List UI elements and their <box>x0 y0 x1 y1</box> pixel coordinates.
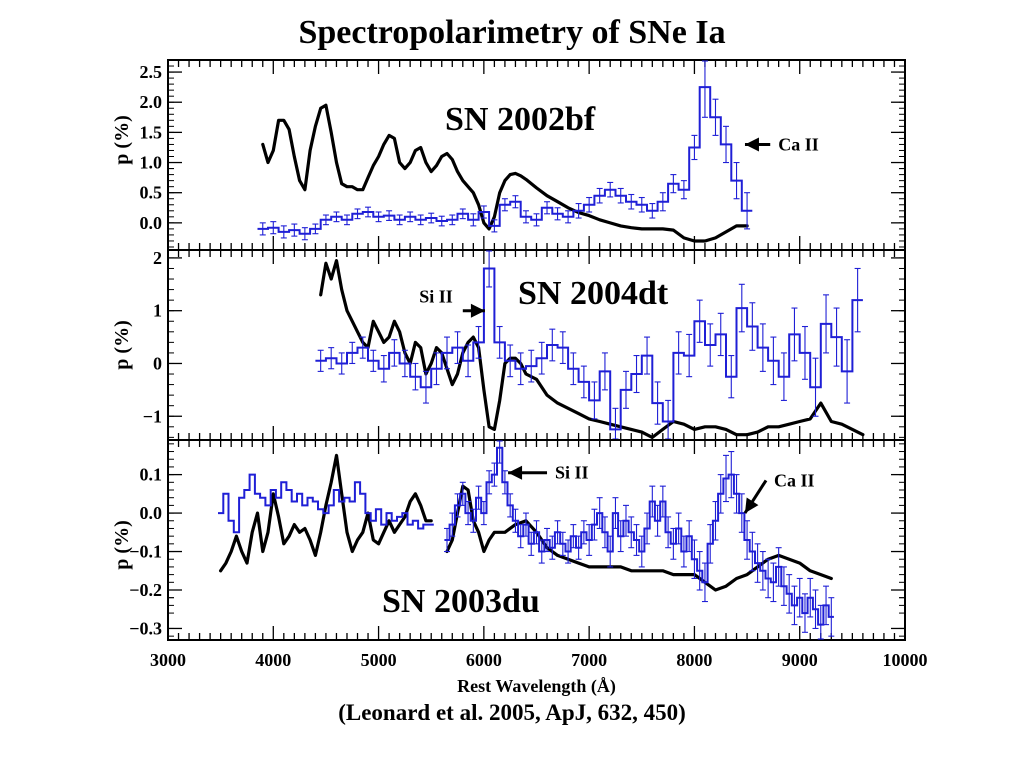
annotation-label: Si II <box>419 287 453 307</box>
x-tick-label: 7000 <box>571 650 607 670</box>
y-tick-label: 1.5 <box>140 122 163 142</box>
panel-1: 0.0 0.5 1.0 1.5 2.0 2.5 p (%) SN 2002bf Ca II <box>111 59 906 251</box>
y-tick-label: 0.5 <box>140 183 163 203</box>
y-tick-label: 0 <box>153 353 162 373</box>
panel-2: −1 0 1 2 p (%) SN 2004dt Si II <box>111 248 906 441</box>
x-tick-label: 8000 <box>676 650 712 670</box>
y-tick-label: −0.2 <box>129 580 162 600</box>
annotation-label: Si II <box>555 463 589 483</box>
x-tick-label: 5000 <box>361 650 397 670</box>
y-tick-label: 0.0 <box>140 213 163 233</box>
panel-3: −0.3 −0.2 −0.1 0.0 0.1 p (%) SN 2003du Si II Ca … <box>111 439 928 697</box>
y-axis-label: p (%) <box>111 320 133 369</box>
y-tick-label: −0.3 <box>129 618 162 638</box>
x-tick-label: 10000 <box>883 650 928 670</box>
sn-name-label: SN 2004dt <box>518 275 669 312</box>
y-axis-label: p (%) <box>111 520 133 569</box>
y-tick-label: 1.0 <box>140 153 163 173</box>
citation: (Leonard et al. 2005, ApJ, 632, 450) <box>338 700 686 725</box>
y-tick-label: −0.1 <box>129 542 162 562</box>
y-tick-label: 1 <box>153 301 162 321</box>
y-tick-label: 0.0 <box>140 503 163 523</box>
x-tick-label: 4000 <box>255 650 291 670</box>
x-axis-label: Rest Wavelength (Å) <box>457 676 616 697</box>
chart-title: Spectropolarimetry of SNe Ia <box>298 14 726 51</box>
annotation-arrowhead <box>744 497 759 514</box>
y-axis-label: p (%) <box>111 115 133 164</box>
model-spectrum-line <box>219 453 433 573</box>
annotation-label: Ca II <box>778 134 819 154</box>
sn-name-label: SN 2003du <box>382 583 540 620</box>
y-tick-label: −1 <box>143 406 162 426</box>
y-tick-label: 0.1 <box>140 465 163 485</box>
annotation-arrowhead <box>744 137 759 152</box>
sn-name-label: SN 2002bf <box>445 101 596 138</box>
x-tick-label: 3000 <box>150 650 186 670</box>
model-spectrum-line <box>261 103 749 243</box>
x-tick-label: 9000 <box>782 650 818 670</box>
y-tick-label: 2 <box>153 248 162 268</box>
annotation-label: Ca II <box>774 470 815 490</box>
y-tick-label: 2.0 <box>140 92 163 112</box>
polarization-step-line <box>315 267 863 431</box>
annotation-arrowhead <box>470 303 485 318</box>
annotation-arrowhead <box>508 465 523 480</box>
x-tick-label: 6000 <box>466 650 502 670</box>
polarization-step-line <box>218 473 434 534</box>
y-tick-label: 2.5 <box>140 62 163 82</box>
